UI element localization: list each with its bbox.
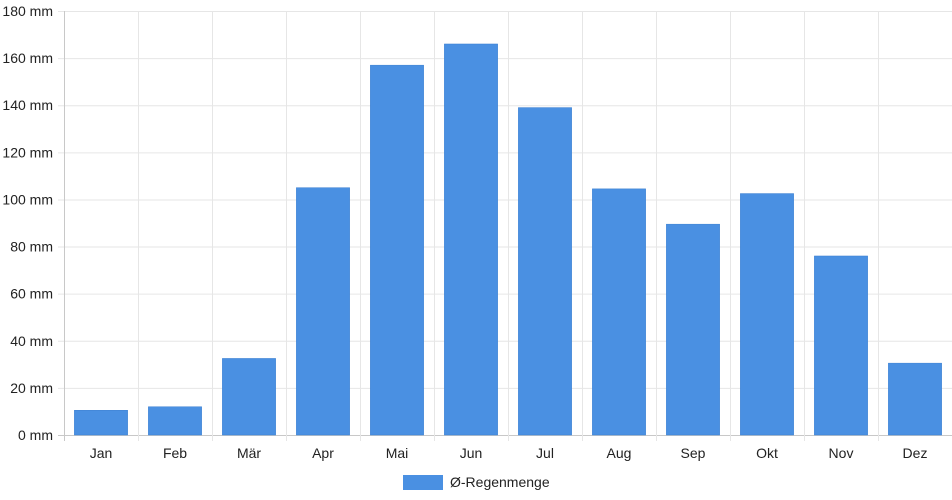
y-tick-label: 180 mm — [2, 3, 53, 19]
x-tick-label: Dez — [903, 445, 928, 461]
x-tick-label: Sep — [681, 445, 706, 461]
y-tick-label: 100 mm — [2, 191, 53, 207]
y-tick-label: 40 mm — [10, 333, 53, 349]
legend-swatch[interactable] — [403, 475, 443, 490]
bar-feb[interactable] — [148, 406, 202, 436]
x-tick-label: Okt — [756, 445, 778, 461]
y-tick-label: 140 mm — [2, 97, 53, 113]
bar-jan[interactable] — [74, 410, 128, 436]
y-tick-label: 0 mm — [18, 427, 53, 443]
bar-jul[interactable] — [518, 107, 572, 436]
y-tick-label: 80 mm — [10, 239, 53, 255]
x-tick-label: Apr — [312, 445, 334, 461]
y-tick-label: 60 mm — [10, 286, 53, 302]
bar-jun[interactable] — [444, 43, 498, 436]
legend[interactable]: Ø-Regenmenge — [403, 474, 550, 490]
legend-label[interactable]: Ø-Regenmenge — [450, 474, 550, 490]
bar-mai[interactable] — [370, 64, 424, 436]
y-tick-label: 120 mm — [2, 144, 53, 160]
bar-okt[interactable] — [740, 193, 794, 436]
x-tick-label: Nov — [829, 445, 854, 461]
bar-series — [74, 43, 942, 436]
bar-nov[interactable] — [814, 255, 868, 436]
x-tick-label: Aug — [607, 445, 632, 461]
x-tick-label: Jun — [460, 445, 483, 461]
bar-mär[interactable] — [222, 358, 276, 436]
x-tick-label: Feb — [163, 445, 187, 461]
y-tick-label: 20 mm — [10, 380, 53, 396]
bar-sep[interactable] — [666, 223, 720, 436]
bar-dez[interactable] — [888, 362, 942, 436]
x-tick-label: Mai — [386, 445, 409, 461]
x-tick-label: Jul — [536, 445, 554, 461]
x-tick-label: Mär — [237, 445, 261, 461]
bar-apr[interactable] — [296, 187, 350, 436]
bar-aug[interactable] — [592, 188, 646, 436]
grid-lines — [58, 11, 952, 441]
y-tick-label: 160 mm — [2, 50, 53, 66]
x-tick-label: Jan — [90, 445, 113, 461]
y-axis-tick-labels: 0 mm 20 mm 40 mm 60 mm 80 mm 100 mm 120 mm 140 … — [2, 3, 53, 443]
x-axis-tick-labels: Jan Feb Mär Apr Mai Jun Jul Aug Sep Okt Nov Dez — [90, 445, 928, 461]
